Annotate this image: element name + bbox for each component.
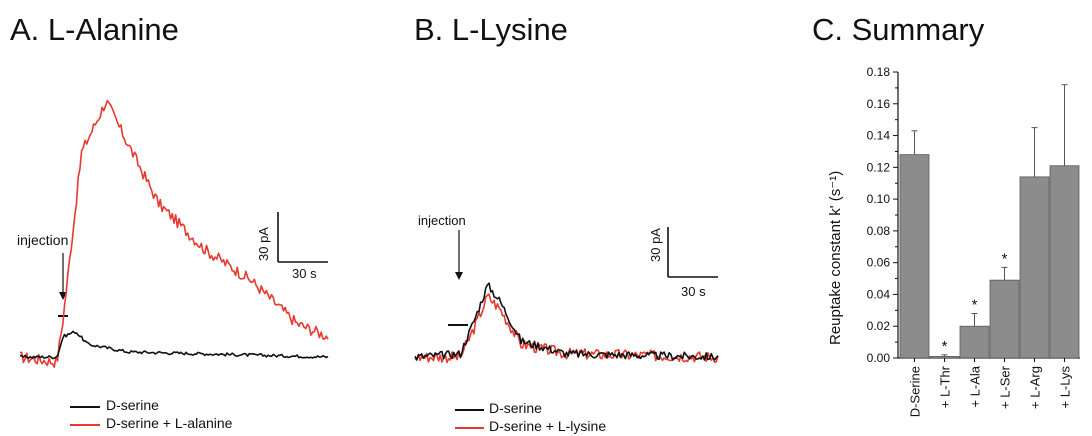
- panel-c-xtick-label: + L-Arg: [1028, 366, 1043, 409]
- panel-c-ytick-label: 0.00: [867, 351, 891, 365]
- panel-a-title: A. L-Alanine: [10, 12, 179, 47]
- panel-c-title: C. Summary: [812, 12, 985, 47]
- panel-b-series-treated-line: [414, 293, 719, 364]
- panel-b-injection-label: injection: [418, 213, 466, 228]
- panel-c-bar: [929, 356, 960, 359]
- panel-c-xtick-label: + L-Thr: [938, 365, 953, 408]
- panel-c-significance-marker: *: [972, 297, 978, 314]
- panel-b-legend-control-label: D-serine: [489, 400, 542, 416]
- panel-a-legend-control-label: D-serine: [106, 397, 159, 413]
- panel-c-ytick-label: 0.12: [867, 160, 891, 174]
- panel-a-scalebar-x-label: 30 s: [292, 266, 317, 281]
- panel-c-ytick-label: 0.18: [867, 65, 891, 79]
- panel-c-significance-marker: *: [942, 338, 948, 355]
- panel-c-ytick-label: 0.06: [867, 256, 891, 270]
- panel-b-title: B. L-Lysine: [414, 12, 568, 47]
- panel-b-plot: [414, 227, 719, 429]
- panel-c-ytick-label: 0.14: [867, 129, 891, 143]
- panel-c-xtick-label: D-Serine: [908, 366, 923, 417]
- panel-c-ytick-label: 0.02: [867, 319, 891, 333]
- panel-b-injection-arrow-head: [455, 272, 463, 280]
- panel-c-significance-marker: *: [1002, 250, 1008, 267]
- panel-c-ytick-label: 0.16: [867, 97, 891, 111]
- panel-a-injection-arrow-head: [59, 292, 67, 300]
- panel-b-legend-treated-label: D-serine + L-lysine: [489, 418, 607, 434]
- panel-a-series-control-line: [19, 330, 329, 360]
- panel-a-injection-label: injection: [17, 232, 69, 248]
- panel-c-xtick-label: + L-Ala: [968, 365, 983, 407]
- panel-a-legend-treated-label: D-serine + L-alanine: [106, 415, 233, 431]
- panel-c-bar: [1019, 176, 1050, 359]
- panel-c-ytick-label: 0.08: [867, 224, 891, 238]
- panel-c-ytick-label: 0.04: [867, 287, 891, 301]
- panel-c-xtick-label: + L-Ser: [998, 365, 1013, 409]
- panel-c-plot: 0.00 0.02 0.04 0.06 0.08 0.10 0.12 0.14 0.16 0.18…: [867, 65, 1080, 417]
- panel-b-scalebar-x-label: 30 s: [681, 284, 706, 299]
- panel-c-bar: [899, 154, 930, 359]
- panel-c-bar: [1049, 165, 1080, 359]
- panel-c-bar: [959, 325, 990, 359]
- panel-c-bar: [989, 279, 1020, 359]
- panel-a-plot: [19, 99, 329, 426]
- panel-a-series-treated-line: [19, 99, 329, 368]
- panel-c-xtick-label: + L-Lys: [1058, 366, 1073, 409]
- panel-c-ytick-label: 0.10: [867, 192, 891, 206]
- panel-b-series-control-line: [414, 282, 719, 361]
